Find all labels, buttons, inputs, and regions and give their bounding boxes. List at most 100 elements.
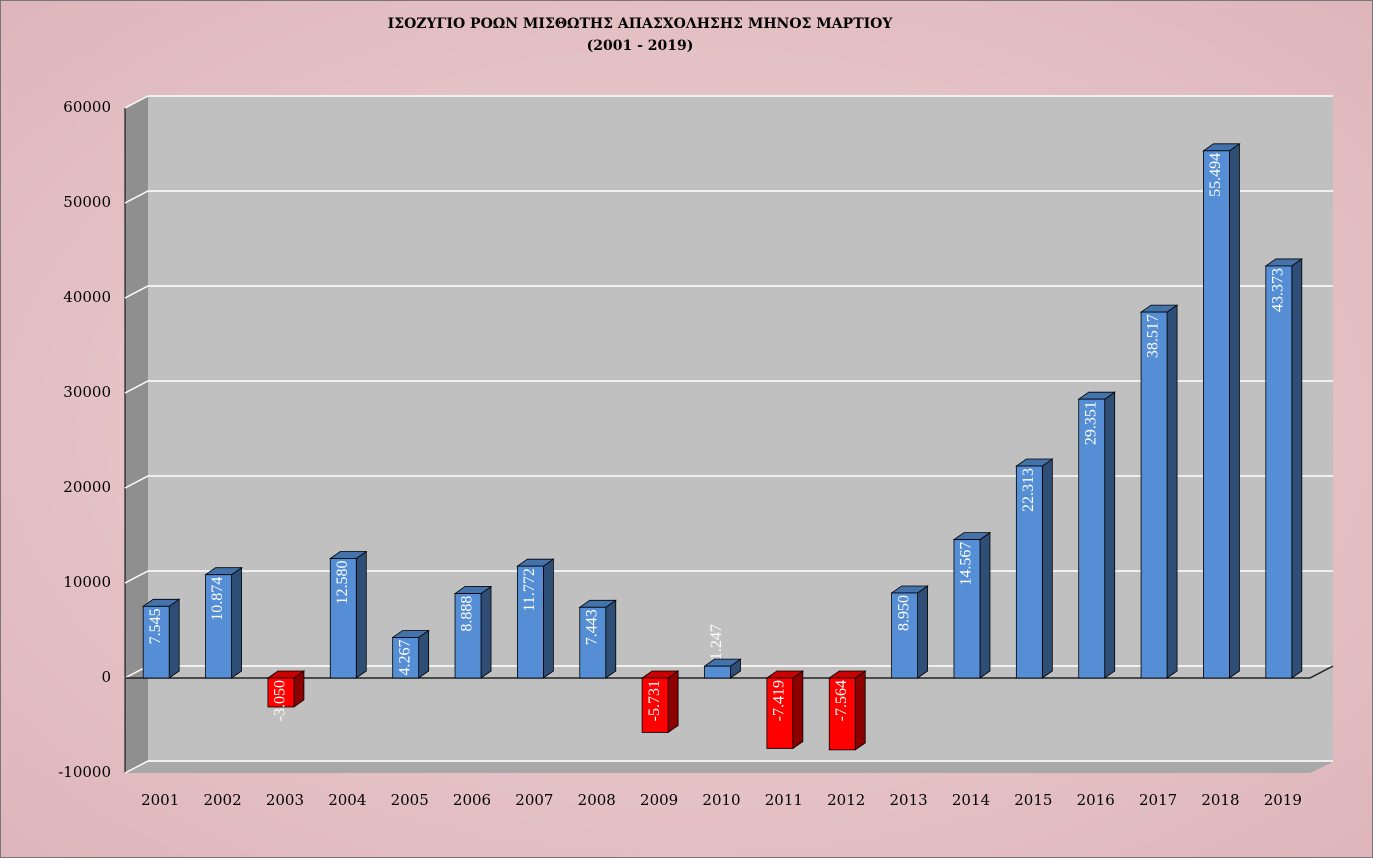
bar-face: [579, 606, 607, 679]
bar: [703, 658, 742, 679]
y-tick-label: -10000: [58, 763, 111, 781]
x-tick-label: 2017: [1139, 791, 1177, 809]
grid-line: [124, 95, 1333, 109]
x-tick-label: 2003: [266, 791, 304, 809]
bar: [890, 585, 929, 679]
bar: [765, 670, 805, 750]
bar-face: [1203, 150, 1230, 679]
y-tick-label: 0: [101, 668, 111, 686]
bar: [1202, 143, 1241, 679]
bar-face: [1078, 398, 1106, 679]
grid-line: [124, 570, 1333, 584]
value-label: 8.950: [895, 595, 912, 631]
bar: [391, 629, 430, 679]
value-label: 11.772: [521, 568, 538, 611]
y-tick-label: 10000: [63, 573, 111, 591]
grid-line: [124, 380, 1333, 394]
x-tick-label: 2015: [1014, 791, 1052, 809]
bar-face: [267, 677, 295, 708]
x-tick-label: 2013: [890, 791, 928, 809]
grid-line: [124, 760, 1333, 774]
bar-face: [1265, 265, 1293, 679]
x-tick-label: 2004: [328, 791, 366, 809]
bar-face: [667, 670, 679, 734]
bar-face: [891, 592, 919, 679]
x-tick-label: 2019: [1264, 791, 1302, 809]
value-label: 12.580: [334, 560, 351, 604]
bar-face: [516, 565, 544, 679]
bar-face: [792, 670, 804, 750]
value-label: 22.313: [1020, 468, 1037, 512]
x-tick-label: 2014: [952, 791, 990, 809]
bar-face: [392, 637, 420, 679]
bar: [1264, 258, 1304, 679]
bar: [141, 598, 181, 679]
value-label: 10.874: [209, 577, 226, 621]
bar-face: [953, 539, 981, 679]
bar: [329, 550, 368, 679]
value-label: 1.247: [708, 624, 725, 660]
grid-line: [124, 475, 1333, 489]
bar-face: [480, 585, 492, 679]
grid-line: [124, 190, 1333, 204]
x-tick-label: 2010: [702, 791, 740, 809]
bar-face: [231, 566, 242, 679]
bar: [578, 599, 618, 679]
value-label: 43.373: [1269, 268, 1286, 312]
value-label: -5.731: [646, 680, 663, 721]
bar-face: [355, 550, 367, 679]
bar: [640, 670, 680, 734]
y-tick-label: 60000: [63, 98, 111, 116]
bar-face: [917, 585, 929, 679]
x-tick-label: 2011: [765, 791, 803, 809]
value-label: 38.517: [1145, 314, 1162, 358]
value-label: 4.267: [396, 639, 413, 675]
x-tick-label: 2006: [453, 791, 491, 809]
chart-title: ΙΣΟΖΥΓΙΟ ΡΟΩΝ ΜΙΣΘΩΤΗΣ ΑΠΑΣΧΟΛΗΣΗΣ ΜΗΝΟΣ…: [388, 16, 894, 32]
bar: [453, 585, 493, 679]
x-tick-label: 2005: [391, 791, 429, 809]
bar: [266, 670, 306, 708]
side-wall: [125, 95, 148, 773]
bar-face: [454, 593, 482, 679]
bar-face: [766, 677, 794, 749]
bar-face: [1140, 311, 1168, 679]
bar: [204, 566, 243, 679]
value-label: -7.419: [771, 680, 788, 721]
value-label: 14.567: [958, 542, 975, 586]
chart-subtitle: (2001 - 2019): [587, 38, 694, 54]
value-label: -3.050: [272, 680, 289, 721]
bar: [1015, 458, 1054, 679]
x-tick-label: 2009: [640, 791, 678, 809]
x-tick-label: 2016: [1077, 791, 1115, 809]
y-tick-label: 40000: [63, 288, 111, 306]
y-tick-label: 20000: [63, 478, 111, 496]
bar-face: [542, 558, 554, 679]
bar-face: [168, 598, 180, 679]
bar-face: [828, 677, 856, 751]
bar-face: [418, 629, 430, 679]
bar-face: [979, 531, 991, 679]
bar-face: [329, 558, 357, 679]
x-tick-label: 2007: [515, 791, 553, 809]
bar-face: [1291, 258, 1303, 679]
floor: [125, 762, 1333, 773]
bar-face: [704, 665, 731, 679]
bar-face: [205, 574, 232, 679]
grid-line: [124, 285, 1333, 299]
bar-face: [1104, 391, 1116, 679]
bar-face: [1041, 458, 1053, 679]
bar-face: [641, 677, 669, 733]
bar-face: [1166, 304, 1178, 679]
x-tick-label: 2001: [141, 791, 179, 809]
bar: [516, 558, 555, 679]
y-tick-label: 50000: [63, 193, 111, 211]
x-tick-label: 2018: [1201, 791, 1239, 809]
bar-face: [1229, 143, 1240, 679]
value-label: 55.494: [1207, 153, 1224, 197]
bar: [1139, 304, 1179, 679]
y-tick-label: 30000: [63, 383, 111, 401]
value-label: 8.888: [459, 596, 476, 632]
value-label: -7.564: [833, 680, 850, 721]
